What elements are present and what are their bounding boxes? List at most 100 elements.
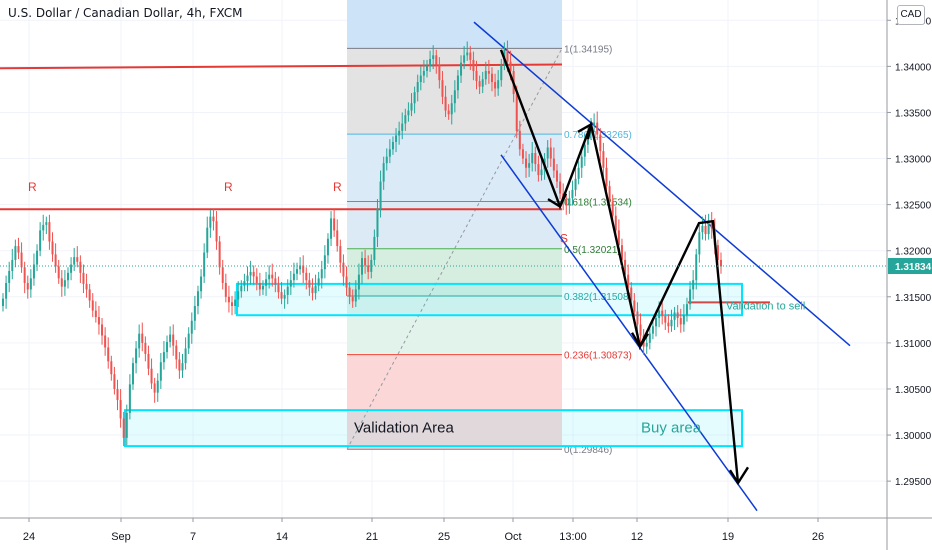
validation-area-label: Validation Area [354,419,454,436]
time-tick-label: 25 [438,531,450,543]
candle-body [549,147,552,159]
candle-body [645,342,648,347]
candle-body [354,289,357,302]
candle-body [342,262,345,277]
candle-body [138,333,141,349]
candle-body [181,363,184,371]
candle-body [599,134,602,152]
price-tick-label: 1.30000 [895,431,932,442]
candle-body [630,287,633,301]
candle-body [441,80,444,97]
candle-body [636,311,639,325]
candle-body [679,317,682,325]
candle-body [670,319,673,327]
candle-body [391,141,394,150]
candle-body [463,55,466,63]
candle-body [29,278,32,290]
candle-body [277,284,280,293]
last-price-label: 1.31834 [895,262,932,273]
price-tick-label: 1.34000 [895,62,932,73]
candle-body [249,271,252,276]
candle-body [66,272,69,281]
candle-body [460,62,463,76]
candle-body [172,334,175,346]
candle-body [624,259,627,275]
candle-body [178,359,181,371]
fib-level-label: 0.382(1.31508) [564,292,632,303]
candle-body [63,280,66,287]
candle-body [159,362,162,381]
candle-body [85,283,88,290]
candle-body [555,170,558,182]
candle-body [286,286,289,295]
candle-body [444,96,447,111]
candle-body [577,167,580,179]
candle-body [382,163,385,182]
candle-body [364,258,367,266]
arrowhead-down-2 [630,332,650,349]
candle-body [692,280,695,290]
candle-body [475,70,478,82]
fib-level-label: 0.236(1.30873) [564,351,632,362]
fib-level-label: 1(1.34195) [564,44,612,55]
currency-button[interactable]: CAD [897,5,925,25]
candle-body [395,135,398,142]
candle-body [97,317,100,325]
candle-body [227,296,230,303]
candle-body [658,310,661,318]
candle-body [11,259,14,271]
time-tick-label: 12 [631,531,643,543]
candle-body [36,250,39,265]
candle-body [104,335,107,348]
candle-body [719,259,723,267]
fib-level-label: 0.618(1.32534) [564,197,632,208]
candle-body [704,225,707,235]
candle-body [299,265,302,270]
candle-body [271,274,274,279]
time-tick-label: 19 [722,531,734,543]
candle-body [187,333,190,349]
time-tick-label: 13:00 [559,531,587,543]
candle-body [1,298,5,307]
price-tick-label: 1.31000 [895,339,932,350]
candle-body [528,163,531,168]
candle-body [593,122,596,126]
candle-body [107,347,110,362]
buy-area-box [124,409,743,448]
arrowhead-up-1 [577,122,593,140]
candle-body [710,220,713,229]
candle-body [497,80,500,89]
candle-body [425,66,428,71]
candle-body [76,257,79,262]
resistance-line-top [0,63,563,70]
candle-body [156,380,159,393]
validation-to-sell-label: Validation to sell [726,301,805,313]
candle-body [453,90,456,104]
candle-body [373,236,376,260]
time-tick-label: Sep [111,531,131,543]
candle-body [716,245,719,260]
candle-body [308,280,311,288]
candle-body [246,275,249,282]
candle-body [231,302,234,307]
candle-body [73,257,76,265]
price-tick-label: 1.33000 [895,155,932,166]
candle-body [8,270,11,283]
fib-level-label: 0(1.29846) [564,445,612,456]
candle-body [144,342,147,354]
candle-body [45,222,48,225]
candle-body [695,254,698,281]
candle-body [289,280,292,287]
candle-body [552,158,555,171]
candle-body [351,296,354,302]
candle-body [571,189,574,199]
candle-body [602,151,605,168]
candle-body [234,299,237,307]
channel-upper-line [473,21,851,347]
candle-body [82,272,85,284]
candle-body [203,252,206,277]
candle-body [162,352,165,363]
candle-body [147,353,150,369]
candle-body [655,317,658,327]
